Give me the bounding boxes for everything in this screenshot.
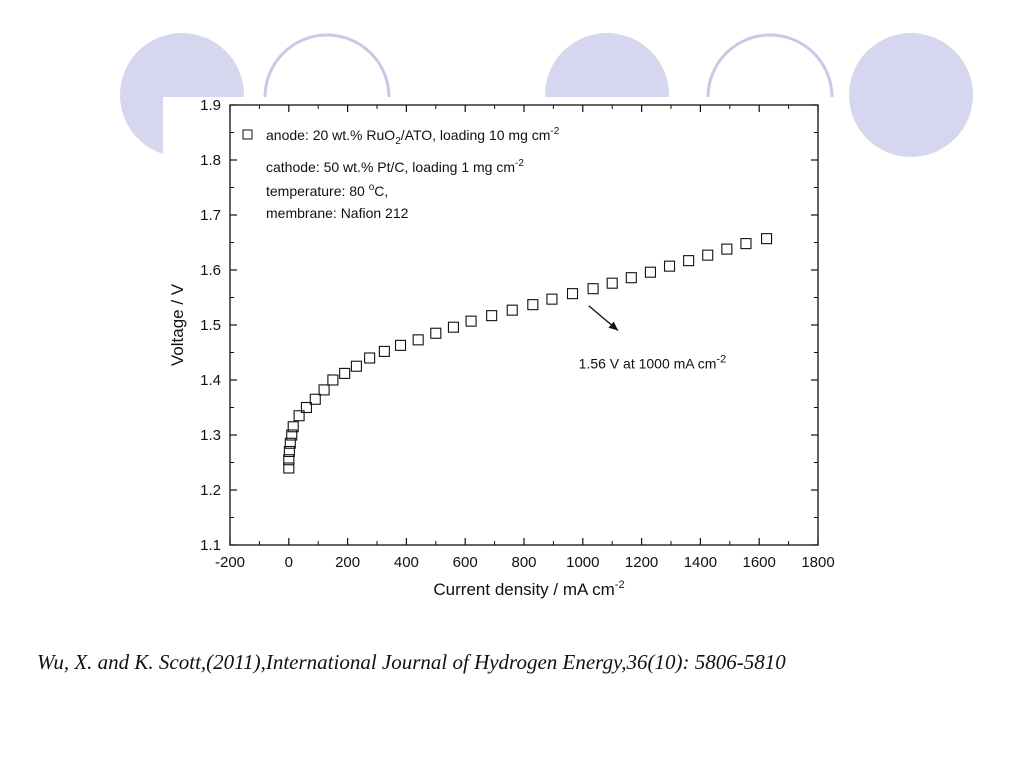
data-point [587, 283, 599, 295]
y-tick-label: 1.8 [200, 152, 221, 169]
data-point [663, 260, 676, 272]
legend-line: membrane: Nafion 212 [266, 205, 409, 221]
data-point [283, 454, 295, 466]
data-point [318, 384, 330, 396]
tick-labels: -200 0 200 400 600 800 1000 1200 1400 1600 1800 1.1… [200, 97, 835, 571]
decor-arc-2 [263, 33, 391, 98]
y-tick-label: 1.5 [200, 317, 221, 334]
data-point [506, 304, 518, 316]
x-tick-label: 1600 [743, 554, 776, 571]
x-tick-label: 1800 [801, 554, 834, 571]
data-point [300, 401, 312, 414]
y-tick-label: 1.4 [200, 372, 221, 389]
data-point [546, 293, 558, 305]
data-point [339, 367, 351, 379]
data-point [378, 345, 390, 357]
y-tick-label: 1.9 [200, 97, 221, 114]
x-tick-label: 800 [511, 554, 536, 571]
citation-text: Wu, X. and K. Scott,(2011),International… [37, 650, 786, 674]
decor-circle-5 [849, 33, 973, 157]
data-point [364, 352, 376, 364]
data-point [447, 321, 459, 333]
data-point [286, 429, 298, 441]
x-axis-title: Current density / mA cm-2 [433, 579, 624, 599]
data-point [702, 249, 714, 261]
x-tick-label: 400 [394, 554, 419, 571]
x-tick-label: 1200 [625, 554, 658, 571]
plot-frame [229, 104, 819, 546]
data-point [287, 421, 299, 433]
data-point [430, 327, 442, 339]
y-tick-label: 1.3 [200, 427, 221, 444]
data-point [760, 233, 773, 245]
data-point [606, 277, 618, 289]
data-point [412, 334, 424, 346]
data-point [283, 445, 295, 458]
x-tick-label: 600 [453, 554, 478, 571]
decor-arc-4 [706, 33, 834, 98]
data-markers [283, 233, 773, 474]
x-tick-label: 0 [285, 554, 293, 571]
x-tick-label: 200 [335, 554, 360, 571]
legend-marker [242, 129, 253, 140]
data-point [284, 437, 296, 449]
data-point [283, 462, 295, 474]
data-point [394, 339, 407, 351]
legend: anode: 20 wt.% RuO2/ATO, loading 10 mg c… [242, 126, 560, 221]
annotation: 1.56 V at 1000 mA cm-2 [579, 305, 727, 372]
legend-line: cathode: 50 wt.% Pt/C, loading 1 mg cm-2 [266, 158, 524, 175]
x-tick-label: 1000 [566, 554, 599, 571]
annotation-arrowhead [608, 321, 619, 331]
chart-panel: -200 0 200 400 600 800 1000 1200 1400 1600 1800 1.1… [163, 97, 843, 607]
y-axis-title: Voltage / V [168, 283, 187, 366]
data-point [566, 288, 579, 300]
x-tick-label: -200 [215, 554, 245, 571]
data-point [625, 272, 637, 284]
y-tick-label: 1.2 [200, 482, 221, 499]
data-point [350, 360, 362, 372]
annotation-label: 1.56 V at 1000 mA cm-2 [579, 354, 727, 372]
voltage-current-chart: -200 0 200 400 600 800 1000 1200 1400 1600 1800 1.1… [168, 97, 835, 599]
data-point [465, 315, 477, 327]
data-point [327, 374, 339, 386]
data-point [309, 393, 321, 405]
legend-line: temperature: 80 oC, [266, 182, 388, 199]
x-tick-label: 1400 [684, 554, 717, 571]
y-tick-label: 1.6 [200, 262, 221, 279]
y-tick-label: 1.1 [200, 537, 221, 554]
data-point [721, 243, 733, 255]
data-point [683, 255, 695, 267]
data-point [644, 266, 656, 278]
legend-line: anode: 20 wt.% RuO2/ATO, loading 10 mg c… [266, 126, 560, 147]
y-tick-label: 1.7 [200, 207, 221, 224]
data-point [486, 310, 498, 322]
data-point [293, 410, 305, 422]
data-point [740, 238, 752, 250]
data-point [527, 299, 539, 311]
